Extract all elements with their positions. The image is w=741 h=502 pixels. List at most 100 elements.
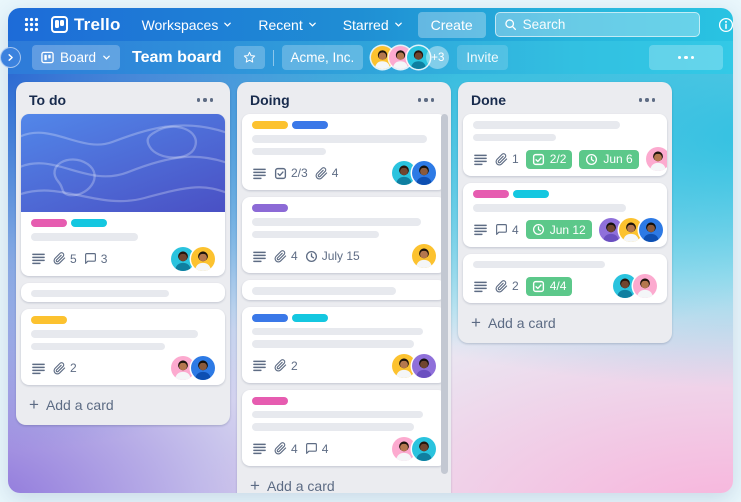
card-text-placeholder bbox=[252, 287, 396, 295]
avatar-yellow[interactable] bbox=[371, 46, 395, 69]
avatar-blue[interactable] bbox=[638, 217, 663, 242]
card[interactable] bbox=[21, 282, 225, 302]
nav-menu-label: Starred bbox=[342, 16, 389, 33]
board-view-switcher[interactable]: Board bbox=[32, 45, 121, 70]
badge-text: Jun 6 bbox=[603, 152, 633, 166]
add-card-button[interactable]: + Add a card bbox=[242, 473, 446, 494]
avatar-purple[interactable] bbox=[412, 353, 436, 378]
badge-text: 1 bbox=[512, 152, 519, 166]
card-text-placeholder bbox=[31, 330, 199, 338]
trello-logo-icon bbox=[51, 16, 68, 33]
add-card-button[interactable]: + Add a card bbox=[463, 310, 667, 338]
more-members-badge[interactable]: +3 bbox=[426, 46, 450, 69]
clock-icon bbox=[585, 153, 598, 166]
card-labels bbox=[473, 190, 657, 198]
attachment-icon bbox=[274, 442, 287, 455]
badge-text: 2 bbox=[512, 279, 519, 293]
workspace-button[interactable]: Acme, Inc. bbox=[281, 45, 364, 70]
badge-text: 2 bbox=[70, 361, 77, 375]
avatar-blue[interactable] bbox=[191, 356, 215, 380]
card-text-placeholder bbox=[252, 147, 326, 155]
attachment-icon bbox=[53, 252, 66, 265]
board-title: Team board bbox=[132, 48, 222, 66]
board-menu-button[interactable] bbox=[649, 45, 723, 70]
comment-badge: 4 bbox=[305, 442, 328, 456]
card-cover-image bbox=[21, 114, 225, 212]
nav-menu-recent[interactable]: Recent bbox=[247, 11, 327, 39]
trello-logo[interactable]: Trello bbox=[51, 15, 121, 35]
checklist-badge: 2/2 bbox=[525, 149, 573, 169]
card[interactable]: 4 Jun 12 bbox=[463, 183, 667, 247]
list-to-do: To do 5 3 2 + Add a card bbox=[16, 82, 230, 425]
avatar-yellow[interactable] bbox=[412, 244, 436, 268]
description-icon bbox=[252, 249, 267, 264]
card-text-placeholder bbox=[473, 260, 606, 268]
search-box[interactable] bbox=[494, 12, 700, 37]
attachment-badge: 5 bbox=[53, 252, 77, 266]
avatar-teal[interactable] bbox=[392, 161, 416, 185]
avatar-pink[interactable] bbox=[645, 147, 667, 171]
list-done: Done 1 2/2 Jun 6 4 Jun 12 2 4/4 + Add a card bbox=[458, 82, 672, 343]
attachment-icon bbox=[495, 279, 508, 293]
ellipsis-icon bbox=[638, 98, 655, 102]
clock-badge: Jun 12 bbox=[525, 220, 592, 239]
card[interactable]: 2 4/4 bbox=[463, 253, 667, 303]
nav-menu-workspaces[interactable]: Workspaces bbox=[131, 11, 244, 39]
card[interactable]: 2/3 4 bbox=[242, 114, 446, 190]
nav-menu-starred[interactable]: Starred bbox=[332, 11, 414, 39]
card-text-placeholder bbox=[252, 340, 414, 348]
avatar-pink[interactable] bbox=[389, 46, 413, 69]
card[interactable]: 4 July 15 bbox=[242, 197, 446, 273]
card-labels bbox=[252, 313, 436, 322]
list-doing: Doing 2/3 4 4 July 15 2 4 4 + Add a card bbox=[237, 82, 451, 493]
card-text-placeholder bbox=[473, 204, 626, 212]
list-menu-button[interactable] bbox=[193, 95, 217, 104]
invite-button[interactable]: Invite bbox=[457, 45, 508, 70]
avatar-yellow[interactable] bbox=[191, 246, 215, 271]
avatar-blue[interactable] bbox=[412, 161, 436, 185]
grid-icon[interactable] bbox=[20, 13, 43, 36]
card[interactable]: 2 bbox=[21, 309, 225, 385]
list-scrollbar-thumb[interactable] bbox=[441, 114, 448, 474]
avatar-pink[interactable] bbox=[392, 436, 416, 461]
badge-text: July 15 bbox=[321, 249, 360, 263]
description-badge bbox=[31, 251, 46, 266]
checklist-icon bbox=[532, 153, 545, 166]
avatar-teal[interactable] bbox=[407, 46, 431, 69]
description-icon bbox=[473, 152, 488, 167]
list-title: Done bbox=[471, 92, 506, 108]
card-badges: 2 4/4 bbox=[473, 274, 657, 298]
app-window: Trello Workspaces Recent Starred Create bbox=[0, 8, 733, 493]
info-icon[interactable] bbox=[714, 13, 738, 37]
attachment-badge: 4 bbox=[315, 166, 338, 180]
add-card-label: Add a card bbox=[266, 477, 335, 494]
attachment-icon bbox=[274, 249, 287, 263]
top-nav: Trello Workspaces Recent Starred Create bbox=[8, 8, 733, 41]
search-input[interactable] bbox=[522, 17, 691, 32]
add-card-button[interactable]: + Add a card bbox=[21, 392, 225, 420]
sidebar-toggle-button[interactable] bbox=[0, 47, 21, 68]
card-text-placeholder bbox=[252, 135, 427, 143]
description-icon bbox=[31, 251, 46, 266]
add-card-label: Add a card bbox=[45, 397, 114, 413]
avatar-yellow[interactable] bbox=[618, 217, 643, 242]
avatar-pink[interactable] bbox=[633, 274, 657, 298]
list-menu-button[interactable] bbox=[635, 95, 659, 104]
card[interactable] bbox=[242, 280, 446, 300]
card[interactable]: 1 2/2 Jun 6 bbox=[463, 114, 667, 176]
label-cyan bbox=[292, 313, 328, 322]
card-text-placeholder bbox=[473, 133, 556, 141]
create-button[interactable]: Create bbox=[417, 11, 486, 38]
description-badge bbox=[252, 358, 267, 373]
card[interactable]: 2 bbox=[242, 306, 446, 383]
attachment-icon bbox=[274, 359, 287, 372]
list-menu-button[interactable] bbox=[414, 95, 438, 104]
card-members bbox=[645, 147, 667, 171]
avatar-teal[interactable] bbox=[412, 436, 436, 461]
card-members bbox=[171, 356, 215, 380]
star-icon bbox=[243, 51, 255, 63]
star-button[interactable] bbox=[233, 46, 265, 69]
badge-text: 2 bbox=[291, 358, 298, 373]
